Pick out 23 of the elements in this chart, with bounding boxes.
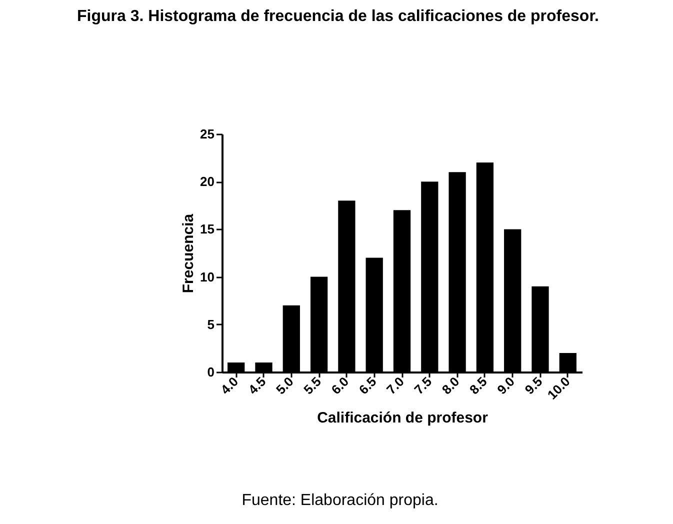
x-tick-label: 6.5 (356, 374, 380, 398)
x-tick-label: 7.5 (411, 374, 435, 398)
y-tick-label: 20 (200, 174, 214, 190)
y-axis-title: Frecuencia (180, 213, 198, 294)
x-tick-label: 9.5 (522, 374, 546, 398)
x-tick-label: 5.0 (272, 374, 296, 398)
y-tick-label: 15 (200, 222, 214, 237)
source-note: Fuente: Elaboración propia. (242, 492, 438, 509)
x-tick-label: 8.5 (466, 374, 490, 398)
x-axis-title: Calificación de profesor (317, 409, 488, 426)
y-tick-label: 10 (200, 269, 214, 284)
x-tick-label: 7.0 (384, 374, 407, 398)
y-tick-label: 5 (207, 316, 214, 332)
x-tick-label: 8.0 (438, 374, 462, 398)
x-tick-label: 10.0 (544, 374, 573, 402)
y-tick-label: 0 (207, 364, 214, 380)
y-tick-label: 25 (200, 126, 214, 142)
x-tick-label: 4.0 (218, 374, 242, 398)
x-tick-label: 5.5 (300, 374, 324, 398)
x-tick-label: 4.5 (245, 374, 269, 398)
x-tick-label: 9.0 (494, 374, 518, 398)
x-tick-label: 6.0 (328, 374, 352, 398)
chart-title: Figura 3. Histograma de frecuencia de las calificaciones de profesor. (77, 8, 599, 25)
